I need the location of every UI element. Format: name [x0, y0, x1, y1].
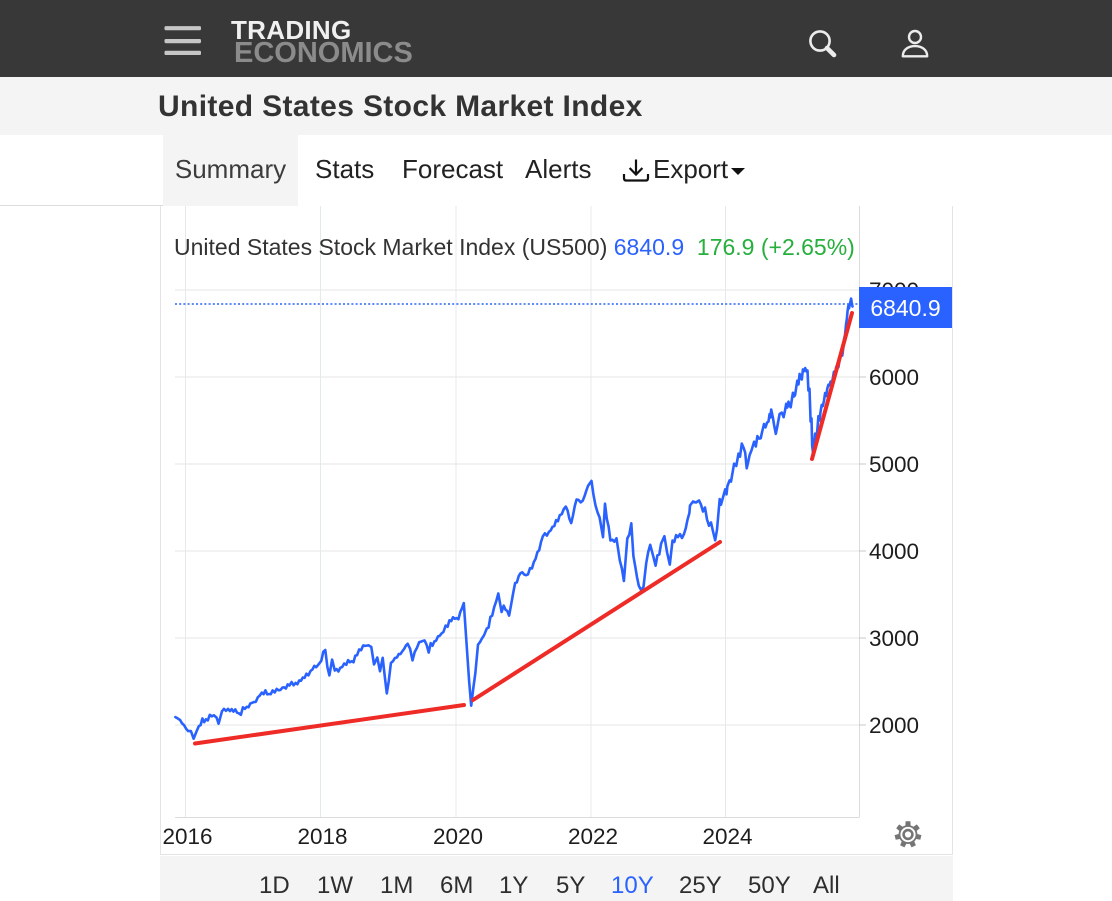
svg-text:2022: 2022: [568, 824, 618, 849]
svg-text:6840.9: 6840.9: [870, 295, 940, 321]
svg-text:6000: 6000: [869, 365, 919, 390]
svg-text:2020: 2020: [433, 824, 483, 849]
svg-text:2018: 2018: [297, 824, 347, 849]
svg-text:3000: 3000: [869, 626, 919, 651]
svg-text:2024: 2024: [702, 824, 752, 849]
svg-text:4000: 4000: [869, 539, 919, 564]
svg-text:2016: 2016: [162, 824, 212, 849]
svg-text:5000: 5000: [869, 452, 919, 477]
svg-text:2000: 2000: [869, 713, 919, 738]
